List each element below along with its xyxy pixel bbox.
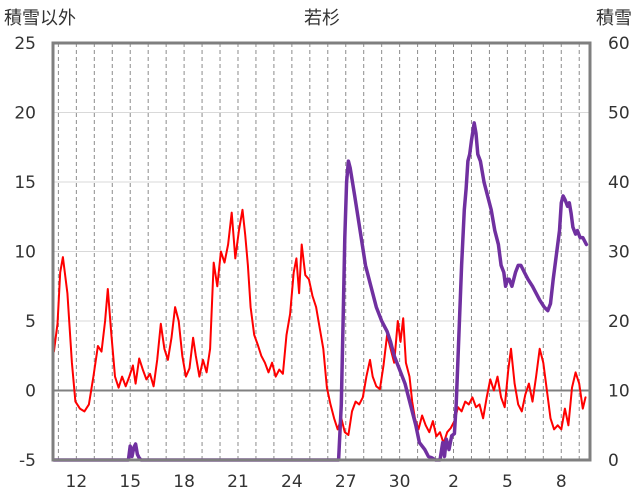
x-tick-label: 15 [119,472,141,492]
x-tick-label: 12 [66,472,88,492]
series-layer [52,121,589,462]
left-axis-label: 積雪以外 [4,8,76,29]
x-tick-label: 8 [556,472,567,492]
right-axis-label: 積雪 [596,8,632,29]
x-tick-label: 18 [173,472,195,492]
left-tick-label: 15 [14,173,36,193]
right-tick-label: 10 [608,382,630,402]
left-tick-label: -5 [19,451,36,471]
x-tick-label: 5 [502,472,513,492]
plot-area-frame [51,41,592,462]
snow-depth-line [52,121,589,462]
right-tick-label: 40 [608,173,630,193]
x-tick-label: 2 [448,472,459,492]
chart-title: 若杉 [304,8,340,29]
left-tick-label: 25 [14,34,36,54]
left-tick-label: 5 [25,312,36,332]
right-tick-label: 30 [608,243,630,263]
grid-lines [53,43,590,460]
right-tick-label: 60 [608,34,630,54]
left-tick-label: 20 [14,104,36,124]
x-tick-label: 21 [227,472,249,492]
x-tick-label: 30 [389,472,411,492]
right-tick-label: 50 [608,104,630,124]
x-tick-label: 27 [335,472,357,492]
x-tick-label: 24 [281,472,303,492]
right-tick-label: 0 [608,451,619,471]
right-tick-label: 20 [608,312,630,332]
left-tick-label: 10 [14,243,36,263]
left-tick-label: 0 [25,382,36,402]
temperature-line [52,208,587,445]
